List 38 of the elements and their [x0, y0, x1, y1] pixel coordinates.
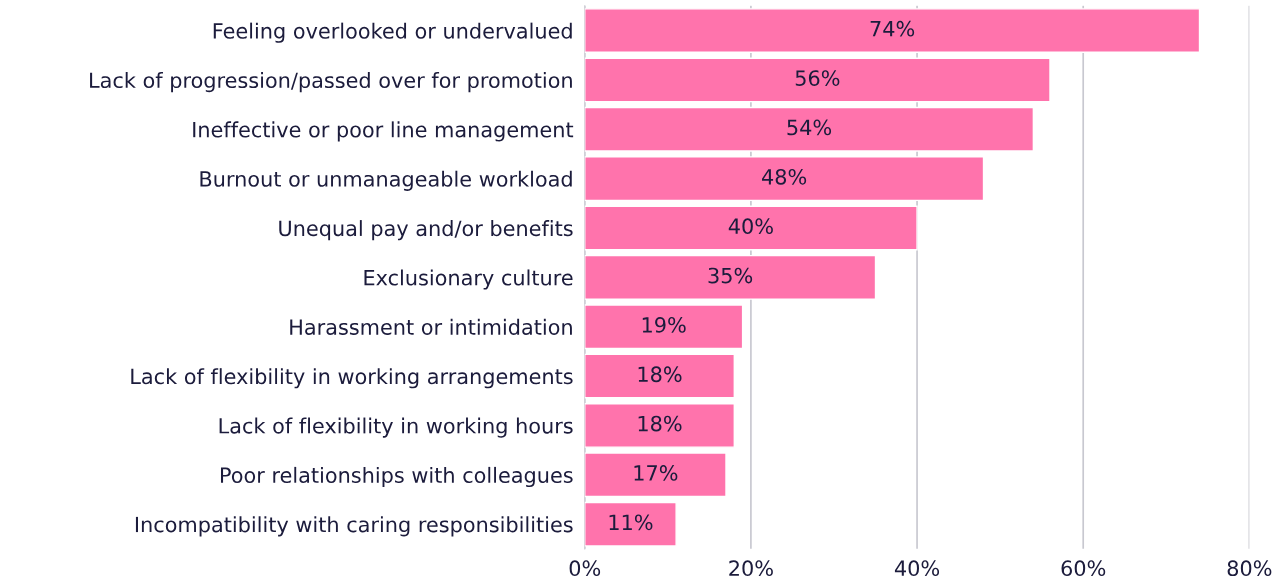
y-tick-label: Incompatibility with caring responsibilities [135, 516, 573, 537]
bar [584, 403, 735, 448]
bar [584, 106, 1035, 152]
data-label: 48% [762, 168, 807, 185]
bar [584, 304, 744, 350]
y-tick-label: Burnout or unmanageable workload [200, 170, 572, 191]
bar [584, 501, 677, 547]
bar [584, 57, 1051, 103]
y-tick-label: Unequal pay and/or benefits [279, 220, 573, 241]
y-tick-label: Ineffective or poor line management [193, 121, 574, 142]
y-tick-label: Poor relationships with colleagues [221, 466, 573, 488]
data-label: 17% [634, 465, 678, 481]
x-tick-label: 0% [569, 560, 601, 577]
x-tick-label: 20% [729, 560, 773, 577]
bar [584, 8, 1201, 53]
data-label: 11% [609, 514, 653, 531]
data-label: 40% [728, 218, 773, 235]
bar [584, 353, 735, 399]
y-tick-label: Lack of flexibility in working arrangements [131, 368, 573, 389]
x-tick-label: 40% [894, 560, 940, 577]
y-tick-label: Harassment or intimidation [290, 318, 572, 335]
data-label: 18% [638, 415, 682, 432]
y-tick-label: Feeling overlooked or undervalued [213, 22, 572, 43]
data-label: 35% [708, 267, 753, 284]
y-tick-label: Exclusionary culture [364, 269, 573, 290]
y-tick-label: Lack of progression/passed over for promotion [90, 72, 572, 93]
data-label: 56% [795, 70, 840, 86]
bar [584, 156, 985, 202]
y-tick-label: Lack of flexibility in working hours [219, 417, 573, 438]
data-label: 18% [638, 366, 682, 383]
x-tick-label: 80% [1227, 560, 1272, 577]
x-tick-label: 60% [1061, 560, 1106, 577]
data-label: 54% [787, 119, 832, 136]
bar [584, 254, 877, 300]
data-label: 74% [870, 20, 915, 37]
bar [584, 452, 727, 498]
data-label: 19% [642, 317, 686, 333]
bar [584, 205, 918, 251]
